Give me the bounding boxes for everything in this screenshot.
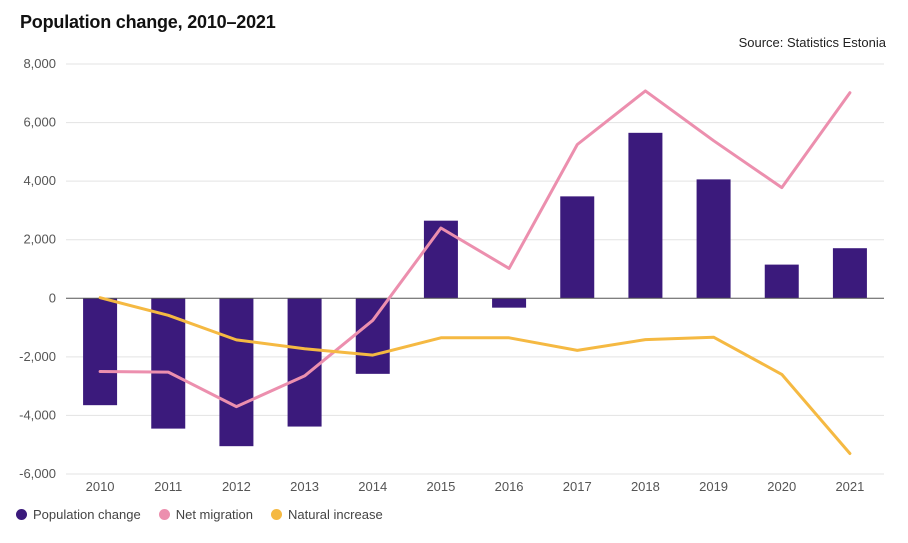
x-tick-label: 2017 [563, 479, 592, 494]
x-tick-label: 2010 [86, 479, 115, 494]
legend-label-population-change: Population change [33, 507, 141, 522]
legend-swatch-net-migration [158, 509, 170, 520]
y-tick-label: 6,000 [23, 115, 56, 130]
legend: Population change Net migration Natural … [16, 507, 383, 522]
legend-item-population-change: Population change [16, 507, 141, 522]
line-natural-increase [98, 296, 852, 455]
legend-swatch-population-change [16, 509, 27, 520]
bar-population-change-2020 [764, 264, 799, 299]
x-tick-label: 2019 [699, 479, 728, 494]
x-tick-label: 2013 [290, 479, 319, 494]
y-tick-label: -6,000 [19, 466, 56, 481]
x-tick-label: 2012 [222, 479, 251, 494]
bar-population-change-2010 [83, 298, 118, 406]
bar-population-change-2011 [151, 298, 186, 429]
y-tick-label: 2,000 [23, 232, 56, 247]
x-tick-label: 2021 [835, 479, 864, 494]
x-tick-label: 2018 [631, 479, 660, 494]
bar-population-change-2018 [628, 132, 663, 299]
bar-population-change-2017 [560, 196, 595, 299]
x-tick-label: 2011 [154, 479, 182, 494]
line-net-migration [98, 89, 852, 409]
x-tick-label: 2020 [767, 479, 796, 494]
x-tick-label: 2016 [495, 479, 524, 494]
y-tick-label: 0 [49, 290, 56, 305]
y-tick-label: 4,000 [23, 173, 56, 188]
y-tick-label: -4,000 [19, 407, 56, 422]
bar-population-change-2015 [423, 220, 458, 299]
bar-population-change-2012 [219, 298, 254, 447]
x-tick-label: 2014 [358, 479, 387, 494]
bar-population-change-2021 [832, 248, 867, 299]
chart-source: Source: Statistics Estonia [738, 35, 886, 50]
legend-label-natural-increase: Natural increase [288, 507, 383, 522]
y-tick-label: -2,000 [19, 349, 56, 364]
legend-label-net-migration: Net migration [175, 507, 254, 522]
legend-item-net-migration: Net migration [158, 507, 254, 522]
bar-population-change-2014 [355, 298, 390, 374]
legend-swatch-natural-increase [271, 509, 283, 520]
x-tick-label: 2015 [426, 479, 455, 494]
legend-item-natural-increase: Natural increase [271, 507, 383, 522]
chart-title: Population change, 2010–2021 [20, 12, 276, 32]
bar-population-change-2013 [287, 298, 322, 427]
bar-population-change-2019 [696, 179, 731, 299]
bar-population-change-2016 [492, 298, 527, 308]
y-tick-label: 8,000 [23, 56, 56, 71]
